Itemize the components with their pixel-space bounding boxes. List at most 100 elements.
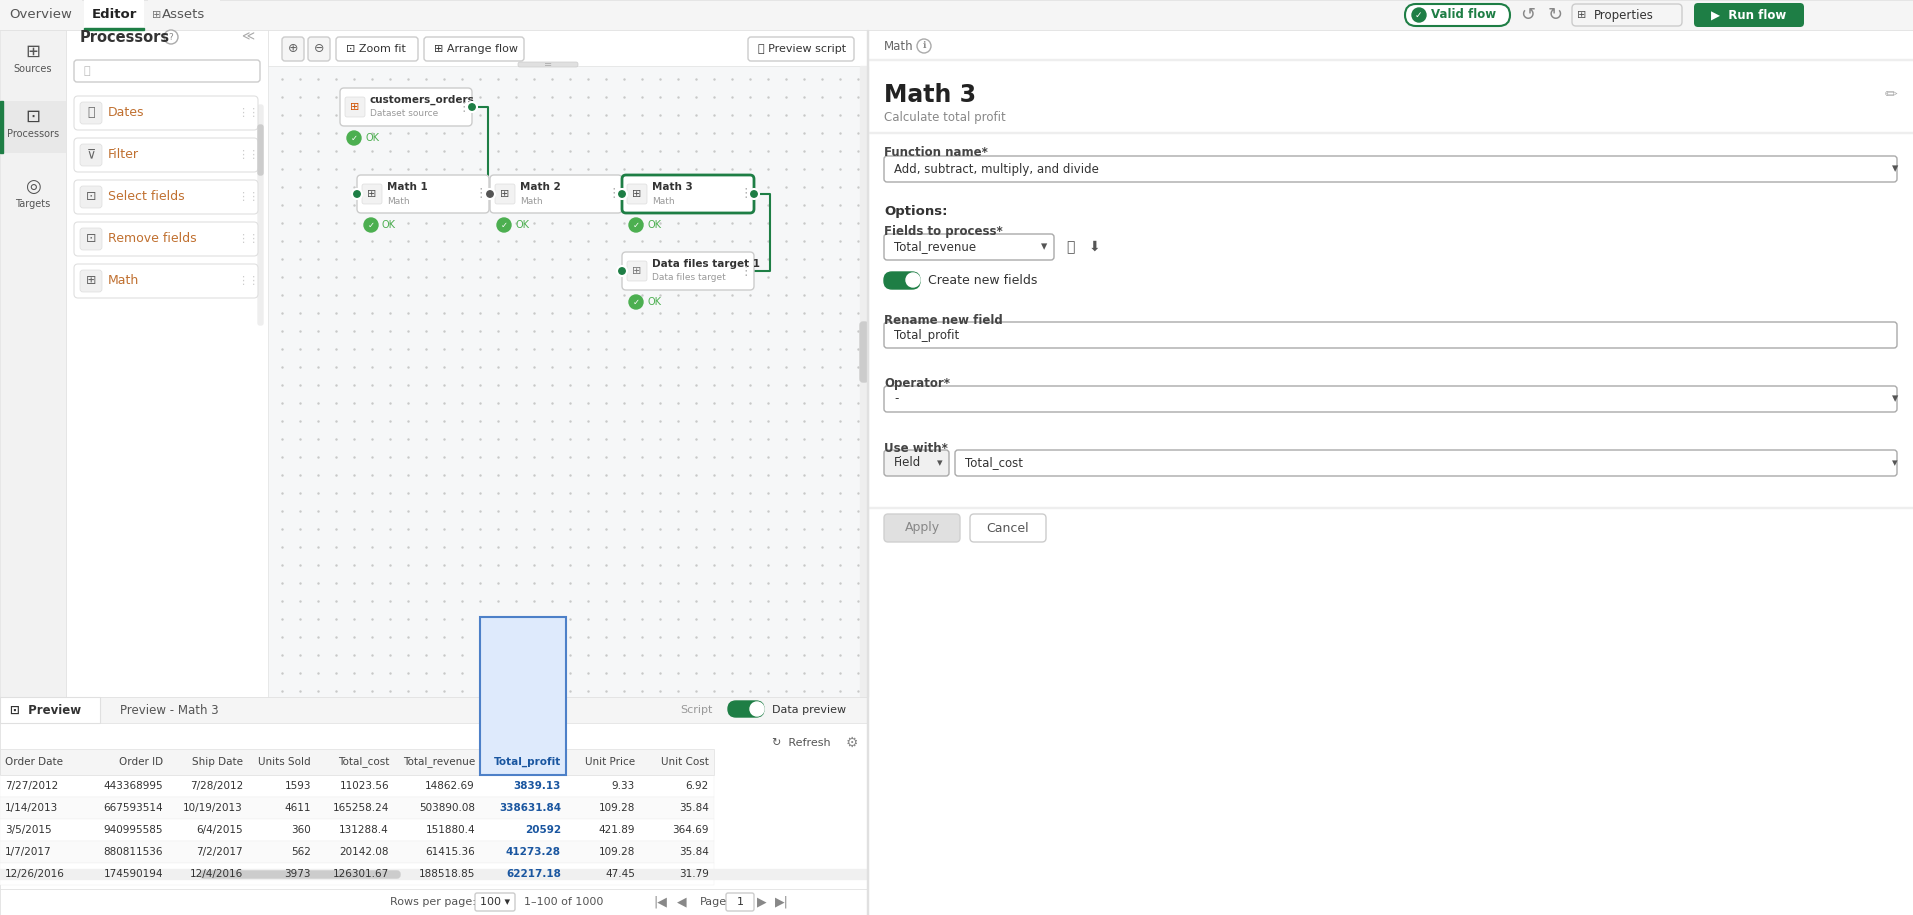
Text: 10/19/2013: 10/19/2013 — [184, 803, 243, 813]
Text: Math 3: Math 3 — [884, 83, 976, 107]
Text: ⊡: ⊡ — [86, 190, 96, 203]
Circle shape — [486, 189, 495, 199]
Text: OK: OK — [647, 220, 662, 230]
Text: 109.28: 109.28 — [599, 847, 635, 857]
Text: Math: Math — [520, 197, 543, 206]
FancyBboxPatch shape — [884, 322, 1898, 348]
Text: Overview: Overview — [10, 8, 73, 21]
Text: ▶|: ▶| — [775, 896, 788, 909]
FancyBboxPatch shape — [518, 62, 578, 67]
Text: 100 ▾: 100 ▾ — [480, 897, 511, 907]
Bar — [268, 66, 869, 697]
Text: OK: OK — [383, 220, 396, 230]
FancyBboxPatch shape — [341, 88, 473, 126]
Circle shape — [750, 702, 763, 716]
FancyBboxPatch shape — [884, 234, 1054, 260]
Bar — [0, 841, 714, 863]
FancyBboxPatch shape — [861, 322, 869, 382]
Text: Rows per page:: Rows per page: — [390, 897, 476, 907]
Text: 1593: 1593 — [285, 781, 312, 791]
Text: Order Date: Order Date — [6, 757, 63, 767]
Text: ⬇: ⬇ — [1088, 240, 1100, 254]
Text: ⊞: ⊞ — [501, 189, 509, 199]
Circle shape — [629, 295, 643, 309]
Text: 667593514: 667593514 — [103, 803, 163, 813]
Text: 12/26/2016: 12/26/2016 — [6, 869, 65, 879]
Text: 🗑: 🗑 — [1066, 240, 1075, 254]
Text: 41273.28: 41273.28 — [507, 847, 561, 857]
FancyBboxPatch shape — [622, 252, 754, 290]
FancyBboxPatch shape — [495, 184, 515, 204]
Text: ▶: ▶ — [758, 896, 767, 909]
FancyBboxPatch shape — [201, 871, 400, 878]
Text: Rename new field: Rename new field — [884, 314, 1002, 327]
FancyBboxPatch shape — [75, 60, 260, 82]
Text: Fields to process*: Fields to process* — [884, 225, 1002, 239]
Text: Processors: Processors — [8, 129, 59, 139]
Text: ⊡  Preview: ⊡ Preview — [10, 704, 80, 716]
Text: OK: OK — [647, 297, 662, 307]
Text: 9.33: 9.33 — [612, 781, 635, 791]
Circle shape — [363, 218, 379, 232]
FancyBboxPatch shape — [627, 184, 647, 204]
Bar — [861, 66, 869, 697]
FancyBboxPatch shape — [729, 701, 763, 717]
Text: 131288.4: 131288.4 — [339, 825, 388, 835]
Text: ⋮⋮: ⋮⋮ — [237, 276, 258, 286]
Text: ⋮: ⋮ — [474, 188, 488, 200]
Text: Total_revenue: Total_revenue — [404, 757, 474, 768]
Text: Use with*: Use with* — [884, 442, 947, 455]
Text: Apply: Apply — [905, 522, 939, 534]
Circle shape — [497, 218, 511, 232]
Bar — [0, 869, 869, 879]
Text: ↻: ↻ — [1548, 6, 1563, 24]
Text: 1/7/2017: 1/7/2017 — [6, 847, 52, 857]
Text: Total_profit: Total_profit — [893, 328, 958, 341]
Text: Remove fields: Remove fields — [107, 232, 197, 245]
Text: ▾: ▾ — [1892, 458, 1898, 468]
FancyBboxPatch shape — [884, 514, 960, 542]
FancyBboxPatch shape — [75, 264, 258, 298]
Text: 1: 1 — [737, 897, 744, 907]
Text: ▾: ▾ — [1892, 393, 1898, 405]
Text: Select fields: Select fields — [107, 190, 186, 203]
FancyBboxPatch shape — [258, 105, 262, 325]
Text: ⊡: ⊡ — [86, 232, 96, 245]
Text: ⊞ Arrange flow: ⊞ Arrange flow — [434, 44, 518, 54]
Text: ⋮: ⋮ — [457, 101, 471, 113]
Text: 188518.85: 188518.85 — [419, 869, 474, 879]
FancyBboxPatch shape — [80, 228, 101, 250]
Text: Dataset source: Dataset source — [369, 110, 438, 119]
Text: 174590194: 174590194 — [103, 869, 163, 879]
FancyBboxPatch shape — [80, 144, 101, 166]
Text: 338631.84: 338631.84 — [499, 803, 561, 813]
Text: 31.79: 31.79 — [679, 869, 710, 879]
Text: OK: OK — [365, 133, 379, 143]
Text: 📋 Preview script: 📋 Preview script — [758, 44, 846, 54]
Text: Math 2: Math 2 — [520, 182, 561, 192]
FancyBboxPatch shape — [474, 893, 515, 911]
Text: 360: 360 — [291, 825, 312, 835]
Bar — [67, 30, 268, 915]
FancyBboxPatch shape — [75, 138, 258, 172]
Text: ▾: ▾ — [1041, 241, 1046, 253]
Text: ⊞: ⊞ — [25, 43, 40, 61]
Bar — [0, 749, 714, 775]
Text: 62217.18: 62217.18 — [507, 869, 561, 879]
Text: 109.28: 109.28 — [599, 803, 635, 813]
Text: Data files target 1: Data files target 1 — [652, 259, 759, 269]
Text: ⊞: ⊞ — [367, 189, 377, 199]
Text: ⋮⋮: ⋮⋮ — [237, 108, 258, 118]
Text: ✏: ✏ — [1884, 88, 1898, 102]
FancyBboxPatch shape — [75, 96, 258, 130]
Text: 7/2/2017: 7/2/2017 — [197, 847, 243, 857]
Text: ⚙: ⚙ — [846, 736, 859, 750]
FancyBboxPatch shape — [80, 270, 101, 292]
Text: ✓: ✓ — [633, 221, 639, 230]
Text: 11023.56: 11023.56 — [339, 781, 388, 791]
Text: Total_revenue: Total_revenue — [893, 241, 976, 253]
Bar — [147, 0, 220, 30]
Text: =: = — [543, 60, 553, 70]
Bar — [869, 59, 1913, 60]
Text: 126301.67: 126301.67 — [333, 869, 388, 879]
